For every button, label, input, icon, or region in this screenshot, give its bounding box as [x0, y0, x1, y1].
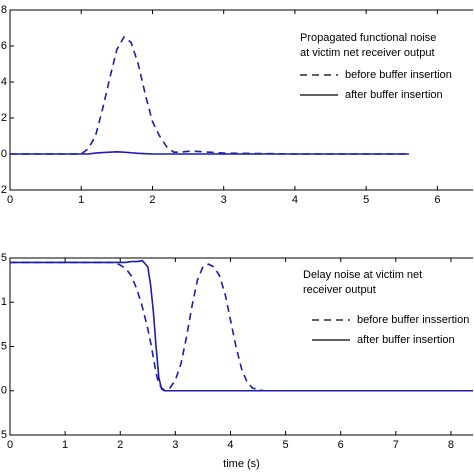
series-line: [10, 259, 473, 392]
x-tick-label: 1: [62, 439, 68, 451]
series-line: [10, 151, 409, 155]
x-tick-label: 6: [338, 439, 344, 451]
y-tick-label: 0.8: [0, 4, 7, 16]
y-tick-label: 0: [1, 385, 7, 397]
x-tick-label: 2: [117, 439, 123, 451]
annotation: Delay noise at victim net: [303, 269, 422, 281]
x-tick-label: 8: [448, 439, 454, 451]
annotation: Propagated functional noise: [300, 32, 436, 44]
x-tick-label: 4: [292, 194, 298, 206]
y-tick-label: -0.5: [0, 429, 7, 441]
y-tick-label: 0.4: [0, 76, 7, 88]
y-tick-label: 0.5: [0, 340, 7, 352]
x-tick-label: 1: [78, 194, 84, 206]
x-tick-label: 4: [227, 439, 233, 451]
legend-label: before buffer inssertion: [357, 314, 469, 326]
x-tick-label: 3: [172, 439, 178, 451]
legend-label: before buffer insertion: [345, 69, 452, 81]
series-line: [10, 261, 396, 392]
x-tick-label: 0: [7, 194, 13, 206]
x-tick-label: 6: [434, 194, 440, 206]
x-tick-label: 7: [393, 439, 399, 451]
axes-frame: [9, 9, 473, 191]
legend-label: after buffer insertion: [357, 334, 455, 346]
y-tick-label: 1: [1, 296, 7, 308]
legend-label: after buffer insertion: [345, 89, 443, 101]
y-tick-label: -0.2: [0, 184, 7, 196]
x-axis-label: time (s): [223, 458, 260, 470]
x-tick-label: 5: [283, 439, 289, 451]
x-tick-label: 5: [363, 194, 369, 206]
x-tick-label: 0: [7, 439, 13, 451]
y-tick-label: 0: [1, 148, 7, 160]
y-tick-label: 1.5: [0, 252, 7, 264]
annotation: at victim net receiver output: [300, 47, 435, 59]
x-tick-label: 3: [221, 194, 227, 206]
axes-frame: [9, 257, 473, 436]
x-tick-label: 2: [149, 194, 155, 206]
y-tick-label: 0.6: [0, 40, 7, 52]
y-tick-label: 0.2: [0, 112, 7, 124]
series-line: [10, 35, 409, 155]
annotation: receiver output: [303, 284, 376, 296]
